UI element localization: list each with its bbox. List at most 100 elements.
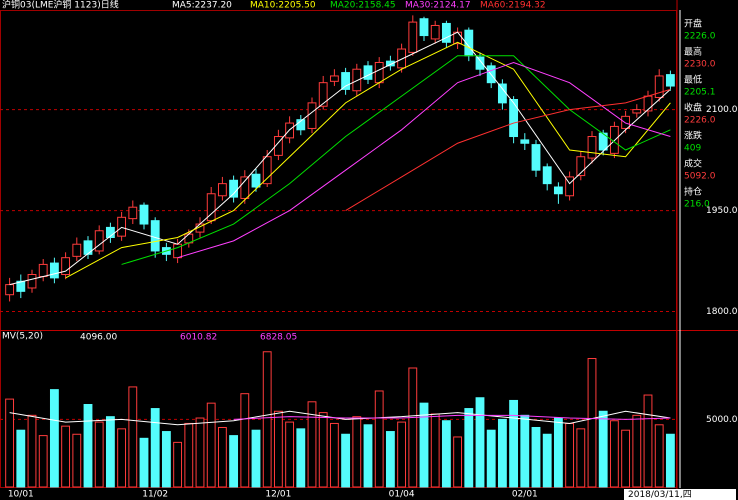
- candle-body: [38, 263, 48, 278]
- volume-bar: [352, 416, 362, 488]
- info-label: 涨跌: [684, 131, 702, 142]
- candle-body: [553, 186, 563, 195]
- volume-bar: [251, 429, 261, 488]
- x-tick-label: 12/01: [265, 490, 291, 500]
- info-value: 216.0: [684, 200, 710, 210]
- volume-bar: [609, 420, 619, 488]
- volume-bar: [184, 422, 194, 488]
- volume-bar: [61, 425, 71, 488]
- volume-bar: [128, 386, 138, 488]
- volume-bar: [475, 397, 485, 488]
- info-value: 2205.1: [684, 88, 716, 98]
- candle-body: [643, 95, 653, 112]
- legend-entry: MA30:2124.17: [405, 1, 471, 11]
- candle-body: [5, 284, 15, 296]
- candle-body: [352, 68, 362, 92]
- candle-body: [262, 156, 272, 185]
- volume-bar: [598, 410, 608, 488]
- volume-title: MV(5,20): [2, 332, 43, 342]
- candle-body: [374, 61, 384, 84]
- ma-line: [233, 414, 671, 420]
- volume-bar: [329, 422, 339, 488]
- volume-bar: [195, 417, 205, 488]
- candle-body: [105, 226, 115, 238]
- volume-bar: [621, 429, 631, 488]
- legend-entry: MA5:2237.20: [172, 1, 232, 11]
- volume-bar: [453, 436, 463, 488]
- x-tick-label: 11/02: [142, 490, 168, 500]
- volume-bar: [553, 417, 563, 488]
- candle-body: [49, 262, 59, 279]
- info-value: 2226.0: [684, 32, 716, 42]
- ma-line: [65, 41, 671, 279]
- candle-body: [240, 176, 250, 199]
- candle-body: [654, 75, 664, 98]
- candle-body: [206, 193, 216, 222]
- candle-body: [408, 21, 418, 53]
- x-tick-label: 10/01: [8, 490, 34, 500]
- volume-bar: [520, 414, 530, 488]
- candle-body: [542, 166, 552, 185]
- x-tick-label: 01/04: [389, 490, 415, 500]
- legend-entry: MA10:2205.50: [250, 1, 316, 11]
- y-tick-label: 2100.0: [706, 105, 738, 115]
- volume-bar: [665, 433, 675, 488]
- ma-line: [345, 88, 671, 211]
- candle-body: [509, 99, 519, 138]
- volume-bar: [27, 414, 37, 488]
- candle-body: [565, 176, 575, 197]
- volume-bar: [83, 404, 93, 488]
- candle-body: [531, 144, 541, 171]
- info-value: 2226.0: [684, 116, 716, 126]
- volume-bar: [408, 367, 418, 488]
- volume-bar: [206, 402, 216, 488]
- candle-body: [72, 243, 82, 257]
- candle-body: [307, 102, 317, 129]
- volume-bar: [173, 441, 183, 488]
- volume-bar: [497, 418, 507, 488]
- volume-bar: [509, 399, 519, 488]
- volume-bar: [419, 402, 429, 488]
- volume-bar: [117, 428, 127, 488]
- candle-body: [497, 83, 507, 104]
- volume-bar: [38, 435, 48, 488]
- volume-bar: [72, 433, 82, 488]
- candle-body: [576, 156, 586, 177]
- candle-body: [419, 18, 429, 37]
- volume-bar: [565, 422, 575, 488]
- info-label: 成交: [684, 158, 702, 170]
- candle-body: [296, 119, 306, 131]
- volume-bar: [94, 421, 104, 488]
- candle-body: [94, 230, 104, 252]
- candle-body: [341, 72, 351, 90]
- volume-bar: [217, 426, 227, 488]
- candle-body: [318, 82, 328, 107]
- volume-bar: [587, 358, 597, 488]
- volume-bar: [654, 424, 664, 488]
- ma-line: [177, 61, 671, 259]
- candle-body: [621, 115, 631, 129]
- legend-entry: 6010.82: [180, 333, 217, 343]
- info-value: 409: [684, 144, 701, 154]
- volume-bar: [285, 421, 295, 488]
- volume-bar: [576, 428, 586, 488]
- ma-line: [121, 55, 671, 265]
- volume-bar: [441, 420, 451, 488]
- volume-bar: [632, 414, 642, 488]
- volume-bar: [363, 424, 373, 488]
- volume-bar: [464, 408, 474, 488]
- candle-body: [83, 240, 93, 255]
- volume-bar: [161, 431, 171, 488]
- candle-body: [441, 22, 451, 43]
- candle-body: [117, 216, 127, 237]
- date-box-text: 2018/03/11,四: [628, 490, 692, 500]
- legend-entry: 6828.05: [260, 333, 297, 343]
- legend-entry: MA20:2158.45: [330, 1, 396, 11]
- y-tick-label: 1800.0: [706, 307, 738, 317]
- candle-body: [16, 280, 26, 292]
- y-tick-label: 5000.0: [706, 415, 738, 425]
- candle-body: [273, 136, 283, 156]
- volume-bar: [374, 390, 384, 488]
- info-label: 最低: [684, 74, 702, 86]
- candle-body: [475, 56, 485, 70]
